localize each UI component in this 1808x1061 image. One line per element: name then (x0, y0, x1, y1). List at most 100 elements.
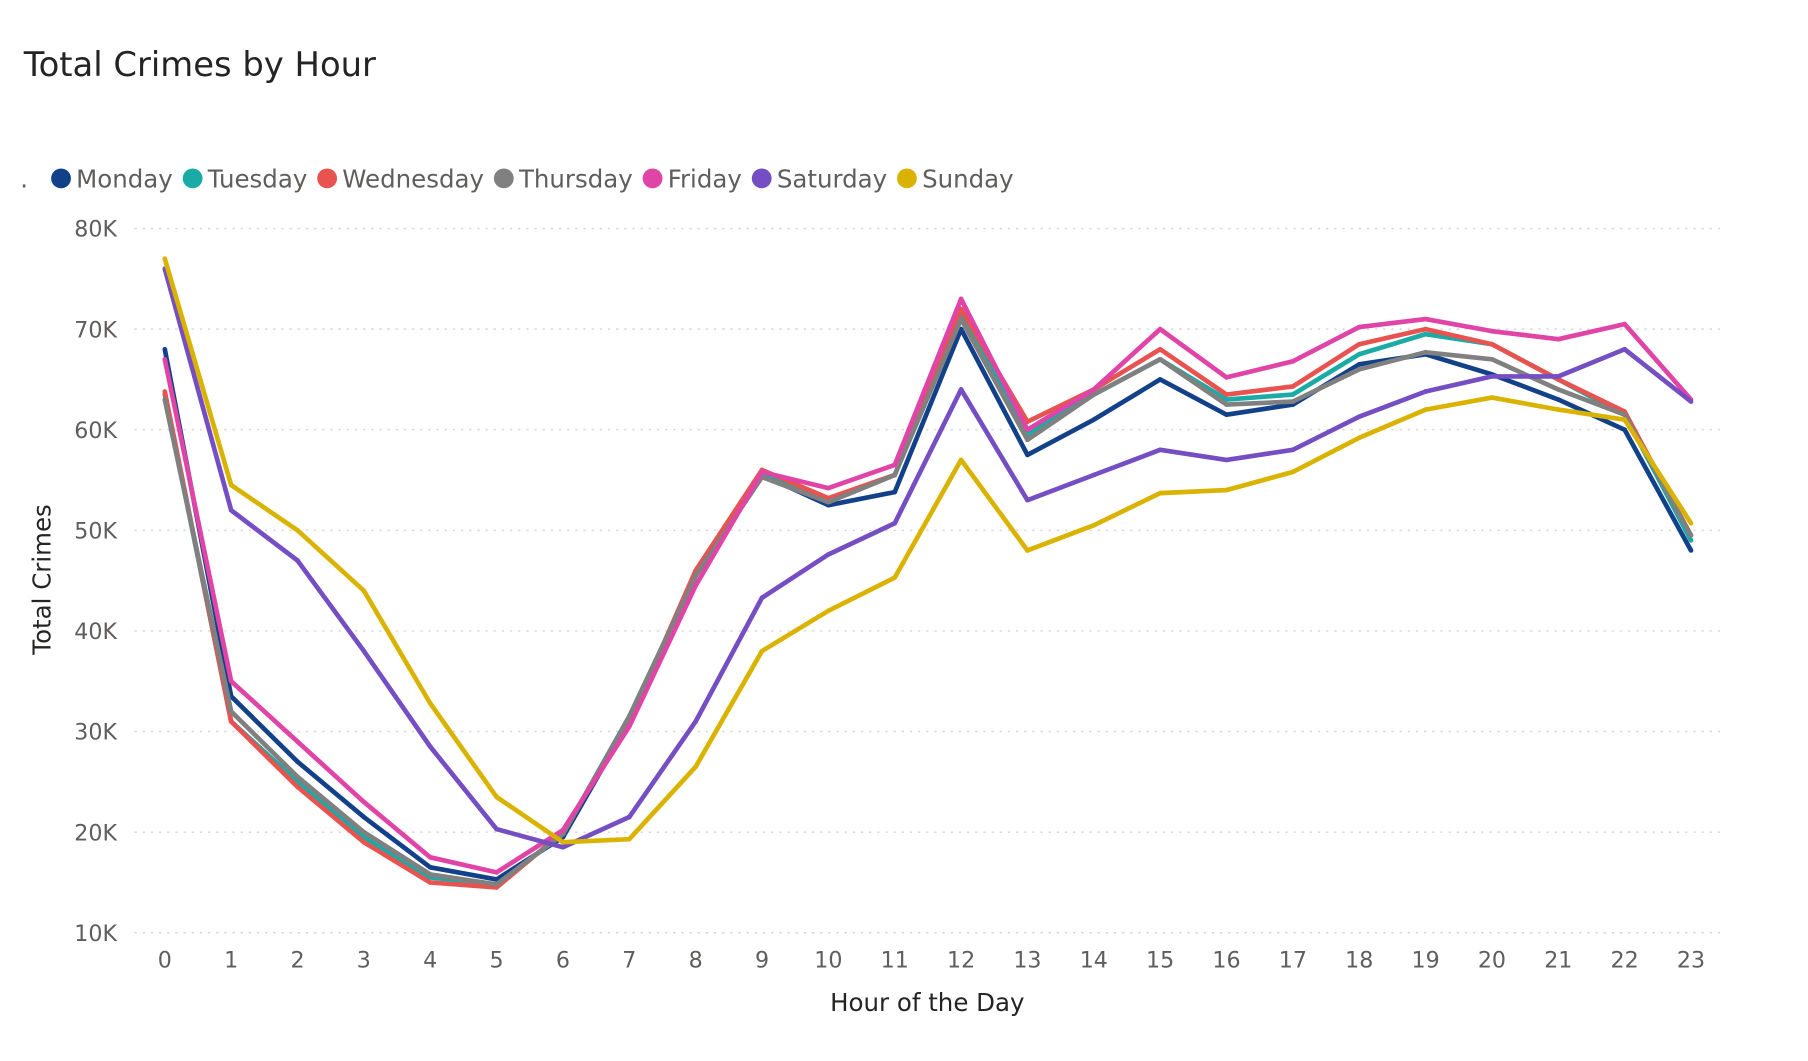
data-point[interactable] (1555, 387, 1561, 392)
data-point[interactable] (361, 839, 367, 845)
data-point[interactable] (228, 719, 234, 724)
data-point[interactable] (427, 701, 433, 706)
data-point[interactable] (1157, 490, 1163, 496)
data-point[interactable] (1157, 346, 1163, 352)
data-point[interactable] (361, 814, 367, 820)
legend-item-sunday[interactable]: Sunday (897, 165, 1014, 194)
data-point[interactable] (958, 387, 964, 392)
data-point[interactable] (1622, 412, 1627, 417)
data-point[interactable] (1025, 452, 1030, 458)
data-point[interactable] (1290, 392, 1296, 397)
data-point[interactable] (759, 648, 765, 654)
data-point[interactable] (892, 520, 898, 526)
data-point[interactable] (892, 575, 898, 580)
data-point[interactable] (1290, 358, 1296, 364)
data-point[interactable] (892, 472, 898, 478)
legend-item-tuesday[interactable]: Tuesday (182, 165, 308, 194)
data-point[interactable] (693, 719, 698, 724)
data-point[interactable] (958, 316, 964, 322)
data-point[interactable] (427, 744, 433, 749)
data-point[interactable] (1290, 384, 1296, 389)
data-point[interactable] (693, 764, 698, 770)
data-point[interactable] (1224, 457, 1229, 463)
data-point[interactable] (228, 507, 234, 513)
data-point[interactable] (361, 799, 367, 805)
data-point[interactable] (1489, 395, 1495, 400)
line-sunday[interactable] (162, 258, 1693, 845)
data-point[interactable] (1091, 387, 1097, 392)
data-point[interactable] (162, 397, 168, 402)
data-point[interactable] (494, 870, 499, 875)
data-point[interactable] (693, 573, 698, 578)
data-point[interactable] (494, 877, 499, 882)
data-point[interactable] (494, 882, 499, 887)
data-point[interactable] (1091, 472, 1097, 478)
data-point[interactable] (958, 296, 964, 302)
data-point[interactable] (1489, 341, 1495, 347)
data-point[interactable] (1688, 520, 1694, 526)
data-point[interactable] (1290, 399, 1296, 404)
line-thursday[interactable] (162, 316, 1694, 887)
data-point[interactable] (1356, 362, 1362, 367)
data-point[interactable] (826, 552, 831, 557)
data-point[interactable] (1224, 392, 1229, 397)
data-point[interactable] (1091, 417, 1097, 423)
data-point[interactable] (1555, 397, 1561, 402)
data-point[interactable] (295, 784, 300, 790)
data-point[interactable] (1622, 417, 1627, 423)
data-point[interactable] (1224, 412, 1229, 417)
data-point[interactable] (1157, 356, 1163, 362)
legend-item-saturday[interactable]: Saturday (751, 165, 887, 194)
data-point[interactable] (1224, 375, 1229, 380)
data-point[interactable] (1157, 447, 1163, 453)
data-point[interactable] (295, 739, 300, 744)
data-point[interactable] (1489, 328, 1495, 334)
data-point[interactable] (162, 389, 168, 394)
data-point[interactable] (228, 678, 234, 684)
data-point[interactable] (427, 865, 433, 870)
data-point[interactable] (295, 528, 300, 533)
data-point[interactable] (626, 724, 632, 729)
data-point[interactable] (1224, 402, 1229, 407)
legend-item-thursday[interactable]: Thursday (493, 165, 633, 194)
data-point[interactable] (560, 827, 566, 833)
data-point[interactable] (1290, 447, 1296, 453)
data-point[interactable] (1489, 374, 1495, 379)
data-point[interactable] (162, 356, 168, 362)
data-point[interactable] (1423, 407, 1428, 412)
data-point[interactable] (626, 836, 632, 842)
data-point[interactable] (1423, 389, 1428, 394)
legend-item-monday[interactable]: Monday (51, 165, 173, 194)
data-point[interactable] (361, 588, 367, 594)
data-point[interactable] (560, 844, 566, 850)
data-point[interactable] (1423, 316, 1428, 322)
data-point[interactable] (1622, 427, 1627, 433)
data-point[interactable] (1688, 533, 1694, 538)
data-point[interactable] (826, 485, 831, 491)
data-point[interactable] (1555, 336, 1561, 342)
data-point[interactable] (826, 499, 831, 505)
data-point[interactable] (228, 482, 234, 488)
data-point[interactable] (1224, 397, 1229, 402)
data-point[interactable] (759, 595, 765, 601)
data-point[interactable] (693, 583, 698, 588)
data-point[interactable] (626, 714, 632, 719)
data-point[interactable] (1157, 377, 1163, 382)
data-point[interactable] (560, 839, 566, 845)
data-point[interactable] (1688, 399, 1694, 404)
data-point[interactable] (892, 462, 898, 468)
data-point[interactable] (228, 709, 234, 714)
data-point[interactable] (162, 346, 168, 352)
data-point[interactable] (958, 457, 964, 463)
legend-item-wednesday[interactable]: Wednesday (317, 165, 484, 194)
data-point[interactable] (1423, 331, 1428, 337)
data-point[interactable] (1025, 548, 1030, 553)
data-point[interactable] (1224, 487, 1229, 493)
data-point[interactable] (892, 489, 898, 495)
data-point[interactable] (1091, 522, 1097, 528)
data-point[interactable] (826, 608, 831, 614)
line-friday[interactable] (162, 296, 1693, 875)
data-point[interactable] (1622, 346, 1627, 352)
data-point[interactable] (1555, 407, 1561, 412)
data-point[interactable] (427, 854, 433, 860)
